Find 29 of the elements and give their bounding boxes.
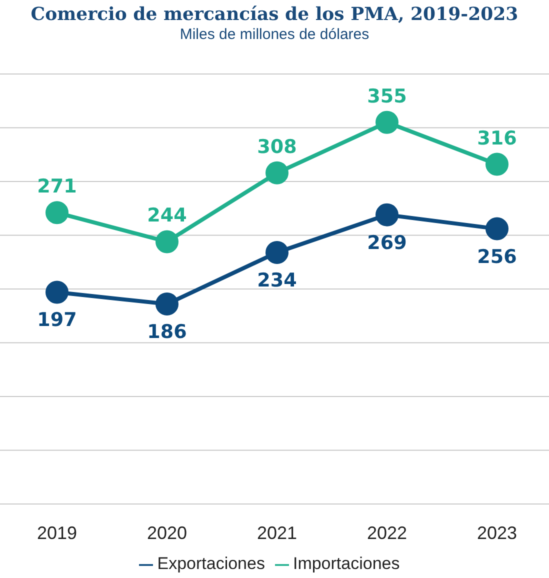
point: [156, 230, 178, 254]
data-label: 197: [37, 309, 77, 332]
legend-label: Exportaciones: [157, 554, 265, 573]
point: [46, 201, 68, 224]
point: [266, 161, 288, 184]
x-tick-label: 2023: [476, 522, 518, 543]
chart-subtitle: Miles de millones de dólares: [178, 26, 370, 43]
data-label: 186: [147, 321, 187, 344]
data-label: 271: [37, 176, 77, 198]
point: [376, 203, 398, 226]
x-tick-label: 2020: [146, 522, 188, 543]
point: [486, 217, 508, 240]
x-tick-label: 2019: [36, 522, 78, 543]
point: [46, 280, 68, 304]
data-label: 234: [257, 269, 297, 292]
data-label: 256: [477, 246, 517, 268]
point: [266, 240, 288, 264]
data-label: 316: [477, 127, 517, 150]
point: [486, 152, 508, 176]
data-label: 269: [367, 232, 407, 254]
x-tick-label: 2021: [256, 522, 298, 543]
chart-title: Comercio de mercancías de los PMA, 2019-2023: [30, 4, 520, 25]
point: [376, 110, 398, 134]
data-label: 244: [147, 204, 187, 227]
data-label: 308: [257, 136, 297, 158]
point: [156, 292, 178, 316]
legend-label: Importaciones: [292, 554, 400, 573]
data-label: 355: [367, 85, 407, 108]
x-tick-label: 2022: [366, 522, 408, 543]
